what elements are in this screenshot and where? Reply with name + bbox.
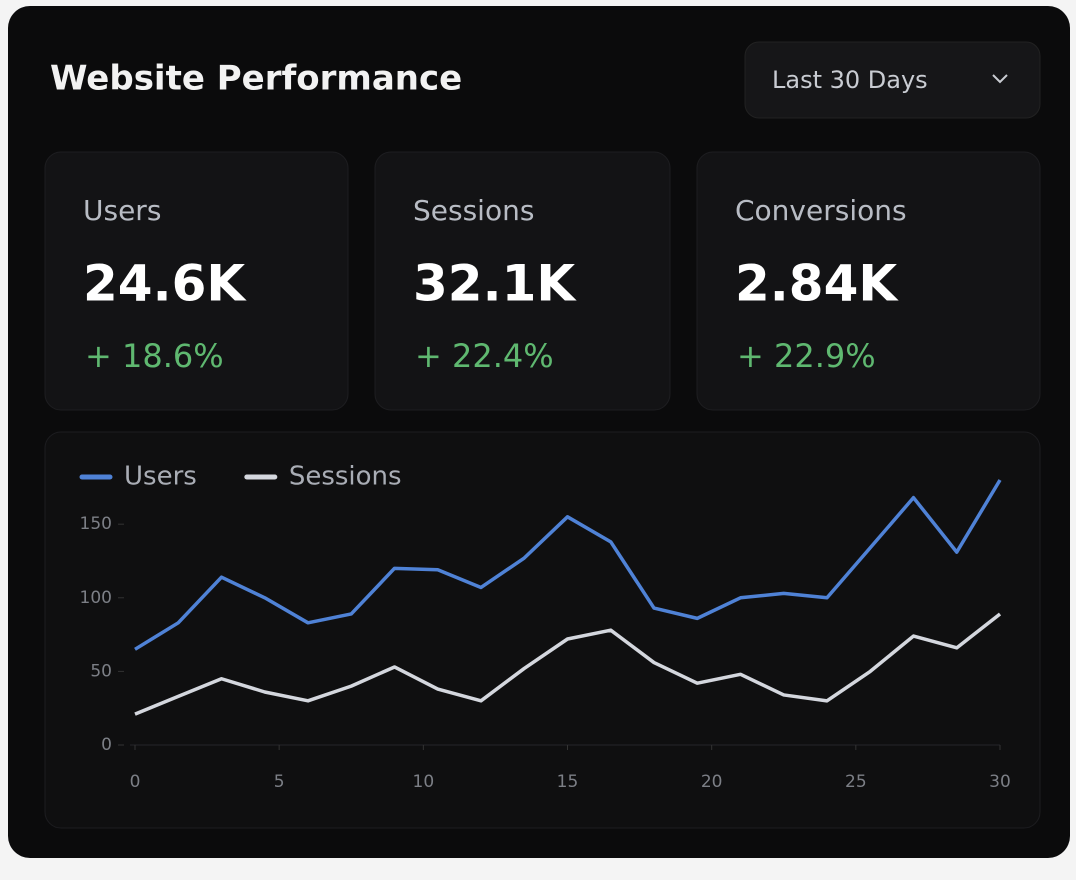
kpi-label: Conversions xyxy=(735,194,907,227)
title: Website Performance xyxy=(50,59,462,99)
series-line xyxy=(134,479,1002,651)
kpi-value: 24.6K xyxy=(83,255,247,313)
x-tick-label: 30 xyxy=(989,772,1011,792)
kpi-label: Users xyxy=(83,194,161,227)
dropdown-label[interactable]: Last 30 Days xyxy=(772,66,928,94)
kpi-value: 2.84K xyxy=(735,255,899,313)
y-tick-label: 150 xyxy=(80,514,112,534)
chart: 0 50 100 150 0 5 10 15 20 25 30 Users Sessions xyxy=(79,462,1011,792)
x-tick-label: 5 xyxy=(274,772,285,792)
kpi-card xyxy=(44,151,349,411)
legend-label: Users xyxy=(124,462,197,492)
series-line xyxy=(134,612,1002,716)
y-tick-label: 100 xyxy=(80,588,112,608)
kpi-value: 32.1K xyxy=(413,255,577,313)
y-tick-label: 50 xyxy=(90,661,112,681)
legend-label: Sessions xyxy=(289,462,402,492)
x-tick-label: 10 xyxy=(413,772,435,792)
kpi-change: + 18.6% xyxy=(85,337,224,375)
kpi-card xyxy=(374,151,671,411)
kpi-label: Sessions xyxy=(413,194,534,227)
kpi-change: + 22.9% xyxy=(737,337,876,375)
x-tick-label: 15 xyxy=(557,772,579,792)
range-dropdown[interactable]: Last 30 Days xyxy=(744,41,1041,119)
chevron[interactable] xyxy=(992,74,1008,84)
x-tick-label: 0 xyxy=(130,772,141,792)
x-tick-label: 20 xyxy=(701,772,723,792)
kpi-card xyxy=(696,151,1041,411)
dropdown-box[interactable] xyxy=(744,41,1041,119)
chart-panel xyxy=(44,431,1041,829)
kpi-change: + 22.4% xyxy=(415,337,554,375)
x-tick-label: 25 xyxy=(845,772,867,792)
kpi-cards: Users 24.6K + 18.6% Sessions 32.1K + 22.4% Con… xyxy=(44,151,1041,411)
y-tick-label: 0 xyxy=(101,735,112,755)
